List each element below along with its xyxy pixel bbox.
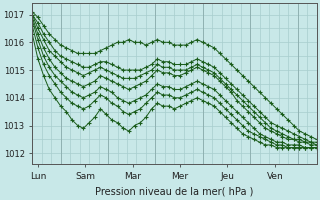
X-axis label: Pression niveau de la mer( hPa ): Pression niveau de la mer( hPa )	[95, 187, 253, 197]
